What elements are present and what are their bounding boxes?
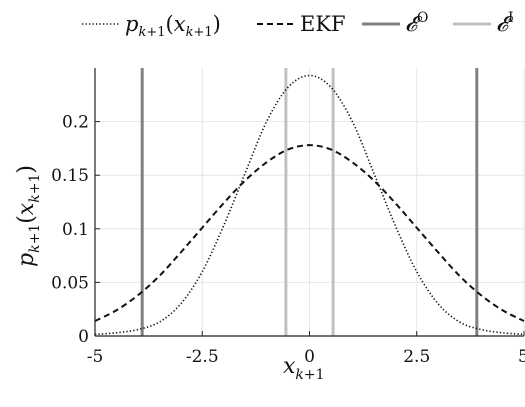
y-tick-label-0: 0 (78, 327, 89, 347)
y-tick-label-2: 0.1 (62, 220, 89, 240)
y-tick-label-1: 0.05 (51, 273, 89, 293)
y-axis-label-group: pk+1(xk+1) (14, 165, 43, 267)
legend-label-inner: 𝓔I (496, 10, 514, 36)
series-group (94, 74, 525, 336)
y-axis-label: pk+1(xk+1) (14, 165, 43, 267)
x-tick-label-4: 5 (518, 347, 525, 367)
legend-label-outer: 𝓔O (405, 10, 429, 36)
x-tick-label-3: 2.5 (403, 347, 430, 367)
x-tick-label-1: -2.5 (186, 347, 219, 367)
vertical-lines (140, 68, 479, 336)
x-tick-label-0: -5 (87, 347, 104, 367)
x-axis-label: xk+1 (283, 354, 325, 383)
series-line-1 (94, 144, 525, 322)
series-line-0 (94, 74, 525, 336)
x-tick-label-2: 0 (304, 347, 315, 367)
tick-labels: -5 -2.5 0 2.5 5 0 0.05 0.1 0.15 0.2 (51, 113, 525, 367)
y-tick-label-4: 0.2 (62, 113, 89, 133)
legend-label-pk1: pk+1(xk+1) (125, 12, 221, 40)
y-tick-label-3: 0.15 (51, 166, 89, 186)
grid (94, 68, 525, 337)
axes (94, 68, 525, 337)
legend: pk+1(xk+1) EKF 𝓔O 𝓔I (82, 10, 514, 40)
legend-label-ekf: EKF (300, 12, 346, 36)
